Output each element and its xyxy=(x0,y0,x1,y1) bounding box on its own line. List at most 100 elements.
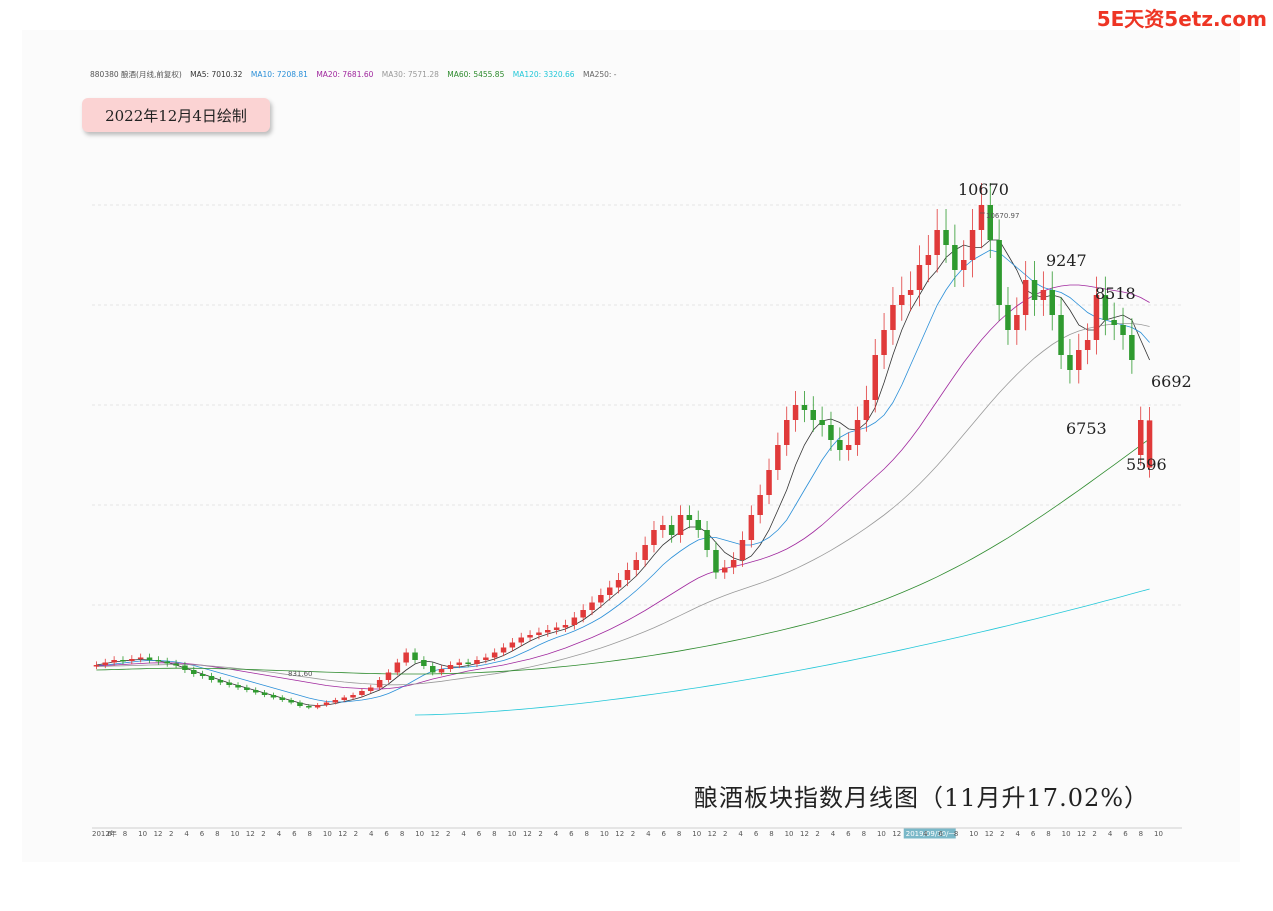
x-tick-label: 10 xyxy=(508,830,517,838)
candle-body xyxy=(615,580,622,588)
ma-line-ma10 xyxy=(96,249,1150,703)
candle-body xyxy=(757,495,763,515)
x-tick-label: 4 xyxy=(1108,830,1113,838)
candle-body xyxy=(545,630,551,633)
x-tick-label: 2 xyxy=(723,830,727,838)
candle-body xyxy=(775,445,781,470)
x-tick-label: 8 xyxy=(769,830,773,838)
candle-body xyxy=(438,669,445,673)
candle-body xyxy=(518,637,524,643)
x-tick-label: 8 xyxy=(677,830,681,838)
x-tick-label: 12 xyxy=(800,830,809,838)
candle-body xyxy=(571,617,578,625)
candle-body xyxy=(244,687,250,690)
candle-body xyxy=(881,330,887,355)
x-tick-label: 8 xyxy=(307,830,311,838)
candle-body xyxy=(102,662,108,665)
x-tick-label: 12 xyxy=(523,830,532,838)
candle-body xyxy=(341,697,347,700)
candle-body xyxy=(810,410,816,420)
candle-body xyxy=(704,530,710,550)
candle-body xyxy=(129,659,135,661)
candle-body xyxy=(784,420,790,445)
candle-body xyxy=(1067,355,1073,370)
legend-ma5: MA5: 7010.32 xyxy=(190,70,243,79)
x-tick-label: 8 xyxy=(862,830,866,838)
ma-line-ma20 xyxy=(96,284,1150,690)
x-tick-label: 6 xyxy=(477,830,482,838)
x-tick-label: 2019/09/30/一 xyxy=(906,830,956,838)
candle-body xyxy=(1138,420,1144,455)
x-tick-label: 6 xyxy=(107,830,112,838)
candle-body xyxy=(235,685,241,688)
candle-body xyxy=(863,400,870,420)
x-tick-label: 12 xyxy=(985,830,994,838)
x-tick-label: 2 xyxy=(1000,830,1004,838)
x-tick-label: 2012年 xyxy=(92,829,117,838)
candle-body xyxy=(1040,290,1047,300)
candle-body xyxy=(491,652,498,658)
candle-body xyxy=(1111,320,1117,325)
legend-code: 880380 酿酒(月线,前复权) xyxy=(90,70,182,79)
candle-body xyxy=(978,205,985,230)
annotation-label: 6692 xyxy=(1151,372,1192,391)
x-tick-label: 2 xyxy=(354,830,358,838)
candle-body xyxy=(1031,280,1038,300)
candlestick-chart: 1067010670.9792478518669267535596831.60 … xyxy=(92,180,1192,839)
annotation-label: 8518 xyxy=(1095,284,1136,303)
moving-average-lines xyxy=(96,239,1150,716)
candle-body xyxy=(297,702,303,706)
candle-body xyxy=(350,695,356,698)
candle-body xyxy=(925,255,932,265)
x-tick-label: 4 xyxy=(1015,830,1020,838)
x-tick-label: 6 xyxy=(754,830,759,838)
candle-body xyxy=(536,632,542,635)
chart-title: 酿酒板块指数月线图（11月升17.02%） xyxy=(694,784,1150,812)
candle-body xyxy=(1022,280,1029,315)
candles xyxy=(93,183,1153,710)
x-tick-label: 6 xyxy=(569,830,574,838)
candle-body xyxy=(1084,340,1091,350)
candle-body xyxy=(695,520,701,530)
candle-body xyxy=(562,625,569,628)
x-tick-label: 10 xyxy=(415,830,424,838)
x-tick-label: 12 xyxy=(338,830,347,838)
candle-body xyxy=(996,240,1002,305)
candle-body xyxy=(421,660,427,666)
candle-body xyxy=(217,680,224,683)
x-tick-label: 6 xyxy=(939,830,944,838)
candle-body xyxy=(854,420,861,445)
x-tick-label: 10 xyxy=(231,830,240,838)
legend-ma60: MA60: 5455.85 xyxy=(447,70,505,79)
candle-body xyxy=(686,515,693,520)
candle-body xyxy=(199,674,206,676)
candle-body xyxy=(1005,305,1011,330)
candle-body xyxy=(288,700,294,703)
x-tick-label: 10 xyxy=(785,830,794,838)
legend-ma20: MA20: 7681.60 xyxy=(316,70,374,79)
x-tick-label: 12 xyxy=(615,830,624,838)
x-tick-label: 2 xyxy=(1092,830,1096,838)
x-tick-label: 2 xyxy=(169,830,173,838)
candle-body xyxy=(845,445,852,450)
candle-body xyxy=(403,652,409,663)
x-tick-label: 10 xyxy=(692,830,701,838)
candle-body xyxy=(447,665,454,669)
date-badge: 2022年12月4日绘制 xyxy=(82,98,270,132)
x-tick-label: 4 xyxy=(369,830,374,838)
candle-body xyxy=(456,662,462,665)
candle-body xyxy=(668,525,675,535)
x-tick-label: 2 xyxy=(446,830,450,838)
candle-body xyxy=(1093,295,1100,340)
ma-line-ma60 xyxy=(96,438,1150,675)
candle-body xyxy=(1102,295,1109,320)
candle-body xyxy=(819,420,825,425)
x-tick-label: 6 xyxy=(1031,830,1036,838)
candle-body xyxy=(837,440,843,450)
candle-body xyxy=(651,530,657,545)
candle-body xyxy=(739,540,746,560)
x-tick-label: 6 xyxy=(1123,830,1128,838)
x-tick-label: 2 xyxy=(261,830,265,838)
candle-body xyxy=(916,265,923,290)
x-tick-label: 6 xyxy=(661,830,666,838)
